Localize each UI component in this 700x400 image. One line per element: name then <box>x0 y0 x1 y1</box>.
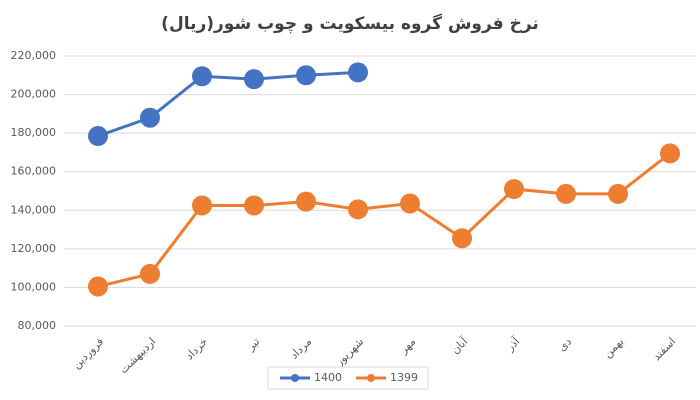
series-line <box>97 70 359 138</box>
x-tick-label: دی <box>555 335 574 354</box>
legend-marker <box>291 374 299 382</box>
data-point <box>504 179 524 200</box>
data-point <box>452 228 472 249</box>
data-point <box>88 126 108 147</box>
y-tick-label: 100,000 <box>11 280 57 293</box>
y-tick-label: 120,000 <box>11 242 57 255</box>
y-tick-label: 140,000 <box>11 203 57 216</box>
y-tick-label: 220,000 <box>11 49 57 62</box>
x-tick-label: آذر <box>502 334 523 355</box>
data-point <box>296 191 316 212</box>
data-point <box>140 107 160 128</box>
legend-box <box>267 366 429 390</box>
x-tick-label: مرداد <box>287 335 314 362</box>
data-point <box>140 263 160 284</box>
x-tick-label: تیر <box>244 335 263 354</box>
x-tick-label: بهمن <box>601 335 626 360</box>
y-tick-label: 80,000 <box>18 319 57 332</box>
x-tick-label: مهر <box>396 335 418 357</box>
data-point <box>660 143 680 164</box>
y-tick-label: 160,000 <box>11 165 57 178</box>
y-tick-label: 180,000 <box>11 126 57 139</box>
data-point <box>192 195 212 216</box>
legend-label: 1399 <box>390 371 418 384</box>
data-point <box>88 276 108 297</box>
data-point <box>608 183 628 204</box>
data-point <box>400 193 420 214</box>
x-tick-label: اردیبهشت <box>117 335 158 376</box>
series-line <box>97 152 671 288</box>
x-tick-label: شهریور <box>332 335 366 369</box>
x-tick-label: آبان <box>448 334 471 357</box>
data-point <box>244 195 264 216</box>
x-tick-label: فروردین <box>70 335 106 371</box>
x-tick-label: خرداد <box>183 335 210 362</box>
data-point <box>192 66 212 87</box>
legend-marker <box>367 374 375 382</box>
data-point <box>296 65 316 86</box>
legend-label: 1400 <box>314 371 342 384</box>
data-point <box>244 69 264 90</box>
y-tick-label: 200,000 <box>11 88 57 101</box>
data-point <box>348 199 368 220</box>
x-tick-label: اسفند <box>650 335 678 363</box>
chart-title: نرخ فروش گروه بیسکویت و چوب شور(ریال) <box>161 13 539 34</box>
data-point <box>348 62 368 83</box>
data-point <box>556 183 576 204</box>
